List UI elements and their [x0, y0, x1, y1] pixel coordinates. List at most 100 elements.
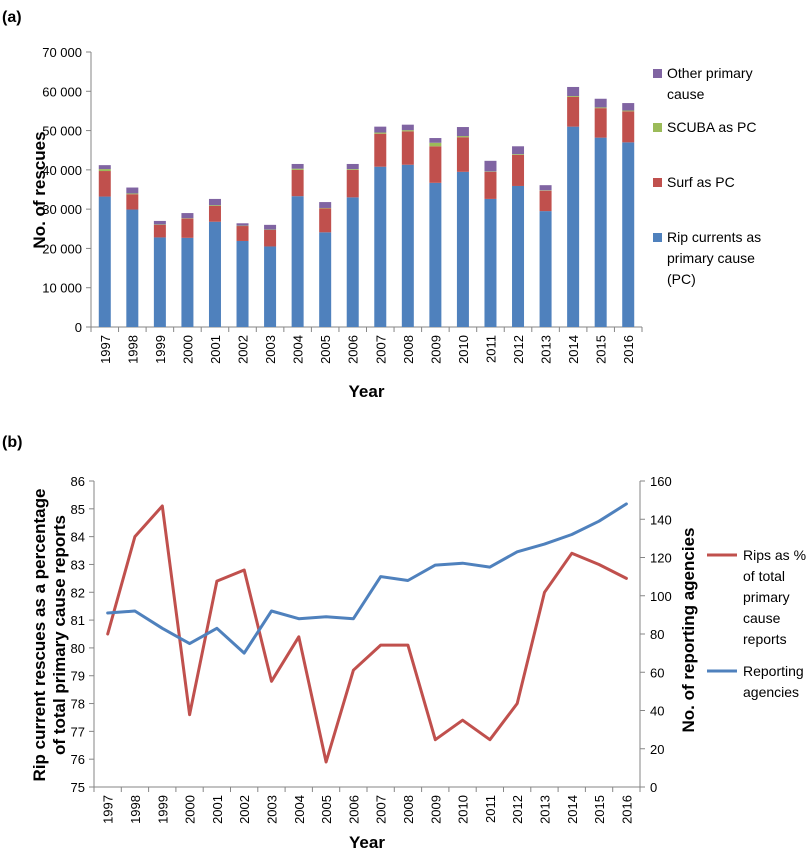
- left-y-tick-label: 82: [71, 585, 85, 600]
- bar-segment-2: [456, 137, 469, 172]
- right-y-tick-label: 80: [650, 627, 664, 642]
- left-y-tick-label: 80: [71, 641, 85, 656]
- bar-segment-1: [153, 237, 166, 327]
- left-y-tick-label: 83: [71, 557, 85, 572]
- x-tick-label: 2009: [428, 335, 443, 364]
- bar-segment-1: [567, 126, 580, 328]
- bar-segment-1: [181, 237, 194, 327]
- left-y-tick-label: 84: [71, 530, 85, 545]
- legend-b-label: of total: [743, 568, 785, 584]
- bar-segment-2: [401, 131, 414, 165]
- bar-segment-3: [291, 168, 304, 170]
- x-tick-label: 2012: [510, 795, 525, 824]
- right-y-tick-label: 140: [650, 512, 672, 527]
- x-tick-label: 2011: [483, 335, 498, 363]
- bar-segment-2: [264, 229, 277, 247]
- left-y-tick-label: 77: [71, 724, 85, 739]
- bar-segment-2: [429, 146, 442, 183]
- x-tick-label: 2013: [537, 795, 552, 824]
- legend-b-label: reports: [743, 631, 787, 647]
- bar-segment-4: [236, 223, 249, 226]
- x-tick-label: 2015: [594, 335, 609, 364]
- bar-segment-4: [401, 124, 414, 131]
- bar-segment-2: [98, 171, 111, 197]
- bar-segment-2: [319, 208, 332, 233]
- y-tick-label: 20 000: [42, 241, 82, 256]
- bar-segment-3: [208, 205, 221, 206]
- bar-segment-3: [456, 136, 469, 138]
- bar-segment-1: [126, 209, 139, 327]
- x-tick-label: 2002: [236, 335, 251, 364]
- bar-segment-4: [374, 126, 387, 133]
- bar-segment-1: [374, 166, 387, 327]
- x-tick-label: 2015: [592, 795, 607, 824]
- right-y-tick-label: 100: [650, 589, 672, 604]
- x-tick-label: 2008: [401, 335, 416, 364]
- x-tick-label: 2009: [428, 795, 443, 824]
- bar-segment-1: [401, 164, 414, 327]
- y-tick-label: 70 000: [42, 45, 82, 60]
- x-axis-title: Year: [349, 382, 385, 401]
- bar-segment-1: [319, 232, 332, 327]
- legend-a-label: SCUBA as PC: [667, 119, 756, 135]
- legend-b: Rips as % of total primary cause reports Repo…: [707, 547, 806, 700]
- bar-segment-2: [622, 111, 635, 143]
- bar-segment-2: [346, 169, 359, 198]
- bar-segment-4: [622, 103, 635, 111]
- x-tick-label: 1998: [125, 335, 140, 364]
- bar-segment-1: [456, 171, 469, 327]
- x-tick-label: 2004: [291, 335, 306, 364]
- x-tick-label: 1997: [98, 335, 113, 364]
- bar-segment-2: [512, 154, 525, 186]
- legend-b-label: primary: [743, 589, 790, 605]
- x-tick-label: 2014: [566, 335, 581, 364]
- x-tick-label: 2002: [237, 795, 252, 824]
- x-tick-label: 2010: [456, 795, 471, 824]
- legend-b-label: Rips as %: [743, 547, 806, 563]
- x-tick-label: 2010: [456, 335, 471, 364]
- x-tick-label: 2006: [346, 335, 361, 364]
- bar-segment-3: [429, 142, 442, 147]
- bar-segment-3: [98, 169, 111, 172]
- bar-segment-4: [429, 138, 442, 143]
- bar-segment-4: [126, 187, 139, 194]
- bar-segment-2: [153, 224, 166, 238]
- bar-segment-1: [346, 197, 359, 327]
- chart-b: 75 76 77 78 79 80 81 82 83 84 85 86 0 20 40 60 80 100 120 1…: [30, 474, 698, 850]
- y-tick-label: 30 000: [42, 202, 82, 217]
- y-tick-label: 50 000: [42, 124, 82, 139]
- y-tick-label: 60 000: [42, 84, 82, 99]
- y-tick-label: 10 000: [42, 281, 82, 296]
- left-y-tick-label: 76: [71, 752, 85, 767]
- x-tick-label: 2001: [210, 795, 225, 824]
- x-tick-label: 1999: [155, 795, 170, 824]
- bar-segment-2: [291, 169, 304, 197]
- x-tick-label: 2014: [565, 795, 580, 824]
- left-y-axis-title: Rip current rescues as a percentageof to…: [30, 489, 69, 782]
- right-y-tick-label: 60: [650, 665, 664, 680]
- x-tick-label: 1999: [153, 335, 168, 364]
- bar-segment-2: [539, 190, 552, 212]
- right-y-tick-label: 120: [650, 551, 672, 566]
- bar-segment-1: [429, 182, 442, 327]
- bar-segment-4: [181, 213, 194, 219]
- left-y-tick-label: 85: [71, 502, 85, 517]
- bar-segment-1: [98, 196, 111, 327]
- x-tick-label: 2005: [319, 795, 334, 824]
- bar-segment-2: [567, 96, 580, 127]
- legend-b-label: Reporting: [743, 663, 804, 679]
- rips-percent-line: [106, 504, 628, 764]
- bar-segment-2: [181, 218, 194, 238]
- x-tick-label: 2003: [263, 335, 278, 364]
- x-tick-label: 2006: [346, 795, 361, 824]
- reporting-agencies-line: [106, 502, 628, 655]
- y-tick-label: 0: [75, 320, 82, 335]
- legend-a-swatch: [653, 233, 662, 242]
- x-tick-label: 2000: [183, 795, 198, 824]
- y-tick-label: 40 000: [42, 163, 82, 178]
- legend-b-label: cause: [743, 610, 781, 626]
- legend-a-swatch: [653, 123, 662, 132]
- bar-segment-4: [291, 163, 304, 169]
- bar-segment-3: [567, 96, 580, 97]
- legend-a-label: (PC): [667, 271, 696, 287]
